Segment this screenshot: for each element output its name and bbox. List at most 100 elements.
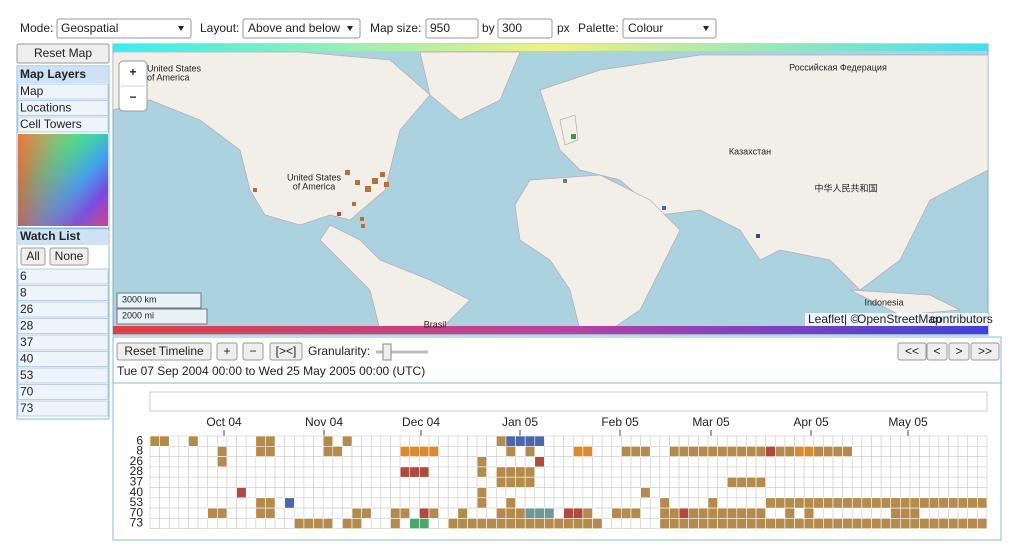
event-cell[interactable] [746, 518, 757, 530]
event-cell[interactable] [688, 445, 699, 457]
event-cell[interactable] [640, 487, 651, 499]
event-cell[interactable] [851, 518, 863, 530]
event-cell[interactable] [293, 518, 305, 530]
event-cell[interactable] [948, 497, 959, 509]
event-cell[interactable] [476, 497, 487, 509]
event-cell[interactable] [265, 497, 276, 509]
watch-item[interactable] [17, 400, 109, 417]
event-cell[interactable] [303, 518, 314, 530]
event-cell[interactable] [736, 518, 747, 530]
event-cell[interactable] [582, 445, 593, 457]
event-cell[interactable] [717, 445, 728, 457]
event-cell[interactable] [505, 497, 516, 509]
event-cell[interactable] [505, 476, 516, 488]
event-cell[interactable] [784, 507, 795, 519]
event-cell[interactable] [496, 507, 507, 519]
event-cell[interactable] [447, 518, 459, 530]
event-cell[interactable] [928, 518, 940, 530]
event-cell[interactable] [823, 445, 834, 457]
watch-item[interactable] [17, 351, 109, 367]
event-cell[interactable] [900, 497, 911, 509]
slider-thumb[interactable] [382, 343, 392, 361]
event-cell[interactable] [265, 445, 276, 457]
event-cell[interactable] [900, 507, 911, 519]
event-cell[interactable] [871, 497, 882, 509]
event-cell[interactable] [630, 445, 641, 457]
event-cell[interactable] [909, 497, 920, 509]
event-cell[interactable] [159, 435, 170, 447]
event-cell[interactable] [765, 445, 776, 457]
event-cell[interactable] [707, 507, 718, 519]
event-cell[interactable] [515, 435, 526, 447]
nav-button[interactable] [897, 342, 927, 361]
zoom-in-button[interactable] [216, 342, 238, 361]
watch-item[interactable] [17, 367, 109, 384]
event-cell[interactable] [803, 497, 815, 509]
event-cell[interactable] [399, 466, 411, 478]
event-cell[interactable] [457, 518, 468, 530]
event-cell[interactable] [774, 497, 786, 509]
event-cell[interactable] [476, 466, 487, 478]
event-cell[interactable] [342, 518, 353, 530]
event-cell[interactable] [755, 507, 766, 519]
event-cell[interactable] [217, 445, 228, 457]
layer-item[interactable] [17, 116, 109, 133]
event-cell[interactable] [409, 466, 420, 478]
event-cell[interactable] [255, 507, 266, 519]
event-cell[interactable] [707, 445, 718, 457]
event-cell[interactable] [746, 476, 757, 488]
layout-select[interactable] [242, 18, 361, 39]
event-cell[interactable] [582, 518, 593, 530]
event-cell[interactable] [544, 507, 555, 519]
event-cell[interactable] [428, 507, 439, 519]
event-cell[interactable] [476, 518, 487, 530]
watch-item[interactable] [17, 384, 109, 400]
event-cell[interactable] [659, 497, 670, 509]
event-cell[interactable] [217, 456, 228, 468]
event-cell[interactable] [900, 518, 911, 530]
event-cell[interactable] [832, 518, 843, 530]
event-cell[interactable] [284, 497, 295, 509]
event-cell[interactable] [803, 507, 815, 519]
nav-button[interactable] [926, 342, 948, 361]
event-cell[interactable] [909, 507, 920, 519]
event-cell[interactable] [794, 445, 805, 457]
event-cell[interactable] [698, 507, 709, 519]
event-cell[interactable] [794, 518, 805, 530]
event-cell[interactable] [534, 507, 545, 519]
event-cell[interactable] [515, 476, 526, 488]
event-cell[interactable] [832, 497, 843, 509]
event-cell[interactable] [890, 497, 901, 509]
event-cell[interactable] [524, 507, 536, 519]
event-cell[interactable] [755, 518, 766, 530]
event-cell[interactable] [505, 518, 516, 530]
event-cell[interactable] [861, 497, 872, 509]
event-cell[interactable] [861, 518, 872, 530]
event-cell[interactable] [255, 445, 266, 457]
event-cell[interactable] [669, 518, 680, 530]
event-cell[interactable] [948, 518, 959, 530]
event-cell[interactable] [496, 518, 507, 530]
event-cell[interactable] [534, 456, 545, 468]
event-cell[interactable] [765, 518, 776, 530]
event-cell[interactable] [842, 518, 853, 530]
event-cell[interactable] [919, 497, 930, 509]
event-cell[interactable] [755, 445, 766, 457]
event-cell[interactable] [726, 476, 738, 488]
event-cell[interactable] [399, 507, 411, 519]
event-cell[interactable] [409, 518, 420, 530]
event-cell[interactable] [534, 518, 545, 530]
event-cell[interactable] [659, 518, 670, 530]
mode-select[interactable] [56, 18, 192, 39]
reset-timeline-button[interactable] [116, 342, 212, 361]
event-cell[interactable] [784, 518, 795, 530]
event-cell[interactable] [698, 518, 709, 530]
event-cell[interactable] [505, 435, 516, 447]
event-cell[interactable] [746, 507, 757, 519]
event-cell[interactable] [572, 518, 584, 530]
watch-item[interactable] [17, 318, 109, 334]
event-cell[interactable] [871, 518, 882, 530]
event-cell[interactable] [265, 507, 276, 519]
event-cell[interactable] [515, 466, 526, 478]
event-cell[interactable] [313, 518, 324, 530]
